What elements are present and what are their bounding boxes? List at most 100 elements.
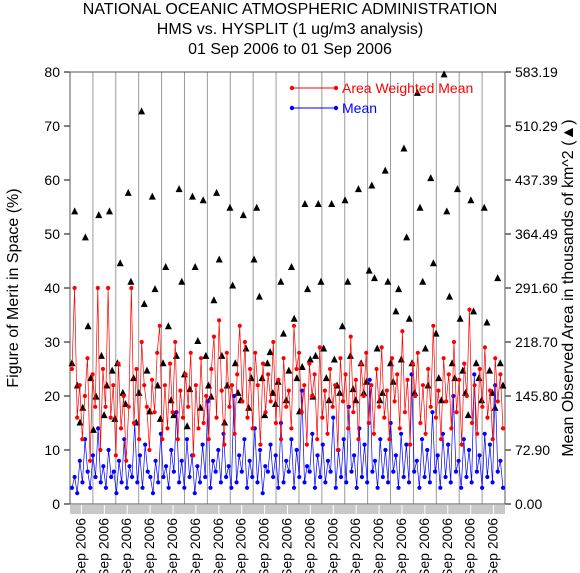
awm-point [108,415,113,420]
mean-point [200,442,205,447]
awm-point [219,388,224,393]
area-point [79,403,87,411]
awm-point [377,404,382,409]
awm-point [387,437,392,442]
awm-point [165,426,170,431]
mean-point [93,474,98,480]
awm-point [294,366,299,372]
legend-awm-marker-left [289,85,295,91]
awm-point [214,415,219,420]
mean-point [239,469,244,474]
mean-point [399,431,404,436]
area-point [387,359,395,367]
mean-point [318,474,323,480]
mean-point [195,464,200,469]
awm-point [281,356,286,361]
mean-point [472,372,477,377]
awm-point [263,410,268,415]
awm-point [217,318,222,323]
area-point [373,344,381,352]
area-point [464,411,472,419]
awm-point [180,415,186,420]
mean-point [412,469,417,474]
awm-point [204,393,209,399]
mean-point [367,377,372,382]
awm-point [160,437,165,442]
awm-point [366,420,371,426]
awm-point [449,426,454,431]
awm-point [415,350,420,355]
awm-point [358,361,364,366]
awm-point [343,372,348,377]
mean-point [101,464,106,469]
awm-point [413,393,418,399]
mean-point [333,485,338,490]
awm-point [175,437,180,442]
mean-point [404,442,409,447]
mean-point [77,458,82,463]
y2-tick-label: 72.90 [515,442,550,458]
mean-point [291,485,297,490]
mean-point [490,480,495,485]
mean-point [163,464,169,469]
awm-point [444,399,449,404]
mean-point [75,491,80,496]
legend: Area Weighted Mean Mean [289,80,473,116]
awm-point [379,345,384,350]
area-point [143,366,151,374]
awm-point [191,453,196,458]
awm-point [351,410,356,415]
x-tick-label: Sep 2006 [233,518,249,573]
area-point [250,255,258,263]
awm-point [423,431,428,436]
mean-point [129,474,135,480]
area-point [124,188,132,196]
mean-point [119,480,124,485]
area-point [178,277,186,285]
mean-point [229,485,234,490]
area-point [344,277,352,285]
area-point [424,381,432,389]
area-point [89,425,97,433]
awm-point [116,361,121,366]
area-point [338,322,346,330]
awm-point [320,415,325,420]
awm-point [286,388,291,393]
mean-point [114,491,119,496]
awm-point [433,415,438,420]
awm-point [229,383,235,388]
awm-point [103,404,108,409]
x-tick-label: Sep 2006 [301,518,317,573]
awm-point [312,372,317,377]
mean-point [477,453,482,458]
area-point [298,362,306,370]
area-point [186,385,194,393]
awm-point [428,404,433,409]
area-point [164,322,172,330]
mean-point [247,458,252,463]
awm-point [402,410,408,415]
mean-point [106,447,111,453]
mean-point [192,491,197,496]
area-point [258,374,266,382]
mean-point [312,485,318,490]
awm-point [418,420,423,426]
mean-point [401,474,406,480]
awm-point [405,377,410,382]
awm-point [457,377,462,382]
mean-point [396,485,401,490]
awm-point [493,356,498,361]
area-point [170,411,178,419]
awm-point [258,442,263,447]
mean-point [370,469,375,474]
area-point [483,318,491,326]
mean-point [109,474,114,480]
awm-point [95,285,100,291]
mean-point [393,453,399,458]
awm-point [451,339,457,345]
awm-point [462,361,467,366]
awm-point [87,458,93,463]
mean-point [72,474,77,480]
awm-point [240,399,245,404]
mean-point [103,485,109,490]
